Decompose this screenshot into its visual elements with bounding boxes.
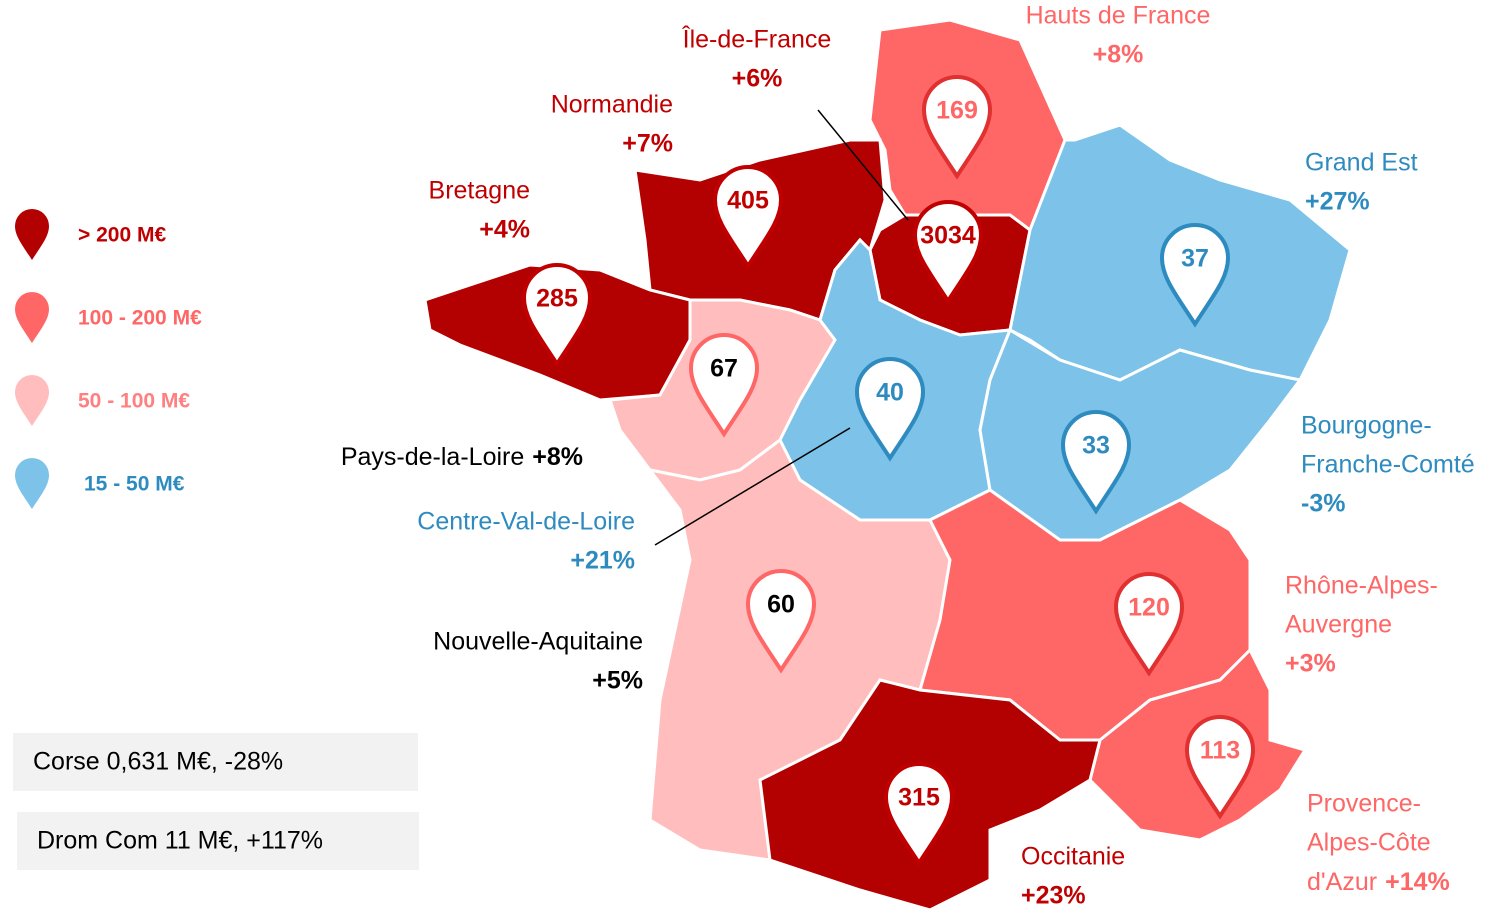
pin-value: 67 [710, 355, 738, 383]
region-change: +3% [1285, 650, 1336, 678]
legend-pin [15, 292, 49, 343]
region-change: +8% [1093, 41, 1144, 69]
pin [854, 357, 926, 462]
region-change: +6% [732, 65, 783, 93]
pin-value: 60 [767, 591, 795, 619]
region-name: Bretagne [429, 177, 530, 205]
info-box [13, 733, 418, 791]
region-label: Pays-de-la-Loire +8% [341, 443, 583, 471]
region-name: Bourgogne- [1301, 412, 1432, 440]
region-change: -3% [1301, 490, 1345, 518]
legend-pin [15, 375, 49, 426]
region-change: +4% [479, 216, 530, 244]
region-change: +27% [1305, 188, 1370, 216]
region [978, 327, 1303, 542]
legend-label: > 200 M€ [78, 224, 166, 247]
region-name: Grand Est [1305, 149, 1418, 177]
region-change: +7% [622, 130, 673, 158]
info-box [17, 812, 419, 870]
region-name: Hauts de France [1026, 2, 1211, 30]
region-change: +8% [532, 443, 583, 471]
region-name: Provence- [1307, 790, 1421, 818]
region-name: Pays-de-la-Loire [341, 443, 524, 471]
region-change: +5% [592, 667, 643, 695]
pin-value: 113 [1200, 737, 1240, 765]
pin [712, 165, 784, 270]
region-name: Alpes-Côte [1307, 829, 1431, 857]
pin-value: 315 [898, 784, 940, 812]
region-change: +23% [1021, 882, 1086, 910]
pin [521, 263, 593, 368]
pin-value: 40 [876, 379, 904, 407]
pin-value: 3034 [920, 222, 976, 250]
pin [745, 569, 817, 674]
leader-line [817, 109, 909, 221]
legend-label: 100 - 200 M€ [78, 307, 202, 330]
region-name: Normandie [551, 91, 673, 119]
info-text: Corse 0,631 M€, -28% [33, 748, 283, 776]
legend-label: 50 - 100 M€ [78, 390, 190, 413]
region-label: d'Azur +14% [1307, 868, 1450, 896]
leader-line [654, 427, 851, 546]
pin-value: 120 [1128, 594, 1170, 622]
region-change: +21% [570, 547, 635, 575]
region-name: Franche-Comté [1301, 451, 1475, 479]
region-change: +14% [1385, 868, 1450, 896]
legend-pin [15, 458, 49, 509]
info-text: Drom Com 11 M€, +117% [37, 827, 323, 855]
pin [1159, 223, 1231, 328]
legend-label: 15 - 50 M€ [84, 473, 185, 496]
pin [1184, 715, 1256, 820]
region-name: Nouvelle-Aquitaine [433, 628, 643, 656]
pin-value: 169 [936, 97, 978, 125]
legend-pin [15, 209, 49, 260]
pin [1060, 410, 1132, 515]
pin [912, 200, 984, 305]
pin-value: 405 [727, 187, 769, 215]
pin-value: 33 [1082, 432, 1110, 460]
pin-value: 37 [1181, 245, 1209, 273]
pin [883, 762, 955, 867]
pin [688, 333, 760, 438]
region-name: Rhône-Alpes- [1285, 572, 1438, 600]
pin [921, 75, 993, 180]
region-name: d'Azur [1307, 868, 1377, 896]
pin-value: 285 [536, 285, 578, 313]
region-name: Occitanie [1021, 843, 1125, 871]
region-name: Auvergne [1285, 611, 1392, 639]
region-name: Île-de-France [682, 25, 832, 54]
region-name: Centre-Val-de-Loire [417, 508, 635, 536]
pin [1113, 572, 1185, 677]
